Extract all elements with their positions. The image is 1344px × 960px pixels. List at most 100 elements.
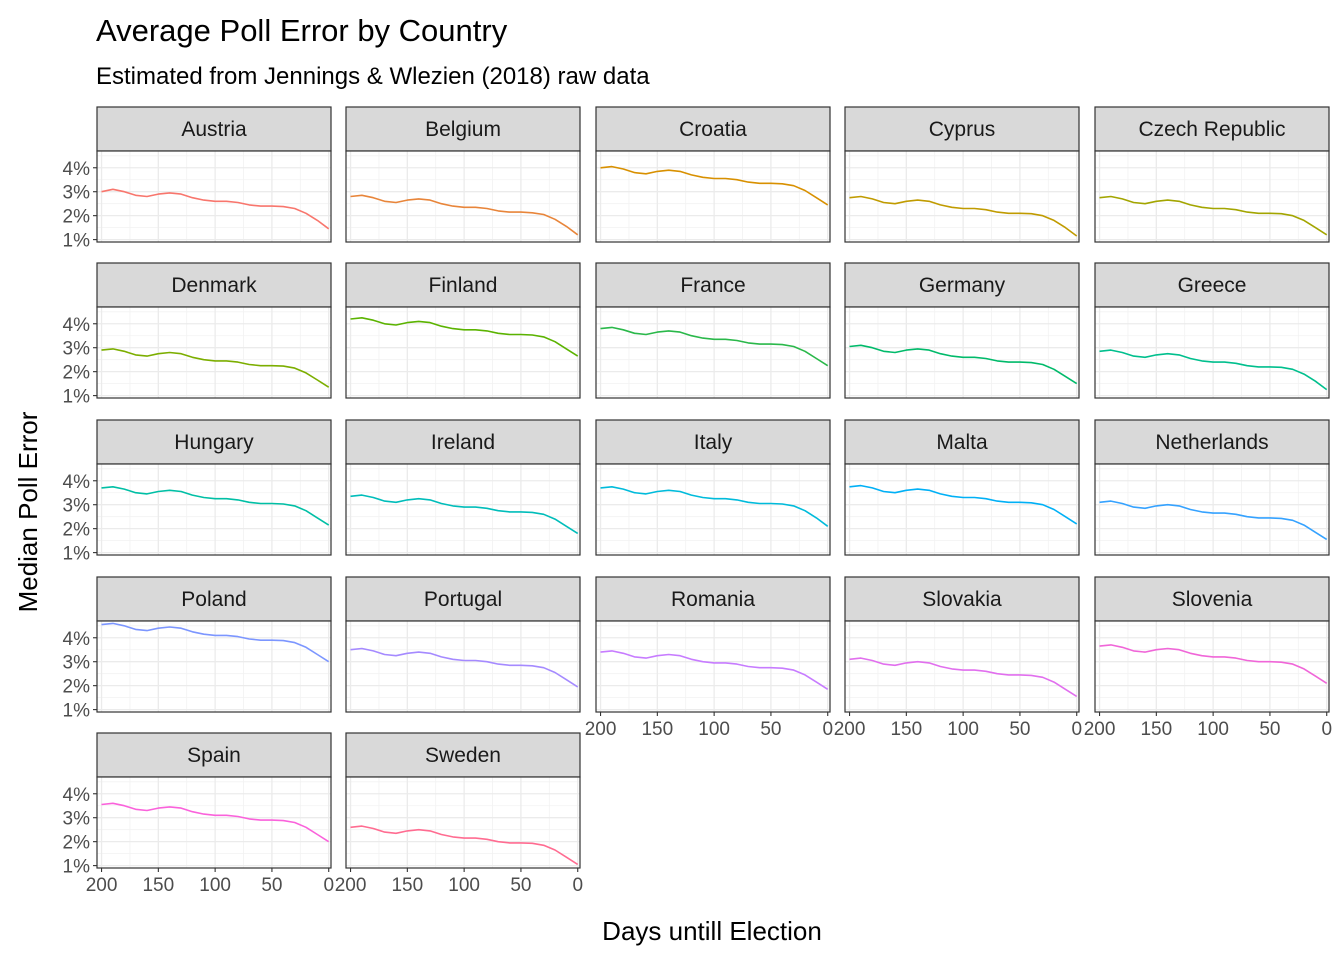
facet-strip-label: Romania [671,588,755,611]
panel-background [97,464,331,555]
facet-strip-label: Greece [1178,274,1247,297]
y-tick-label: 2% [63,677,91,698]
facet-panel: Slovakia 200 150 100 50 0 [834,576,1082,740]
series-line [101,348,330,388]
facet-strip [844,262,1080,308]
panel-border [96,306,332,399]
y-tick-label: 2% [63,833,91,854]
x-tick-label: 0 [323,875,334,896]
y-tick-label: 3% [63,809,91,830]
x-tick-label: 50 [1259,719,1280,740]
x-tick-label: 50 [510,875,531,896]
facet-panels: Austria 1% 2% 3% 4% Belgium Croatia Cyprus Czech… [63,106,1332,896]
panel-border [96,150,332,243]
x-tick-label: 200 [335,875,367,896]
panel-background [346,307,580,398]
series-line [600,486,829,527]
facet-panel: France [595,262,831,399]
x-tick-label: 50 [1009,719,1030,740]
panel-border [595,620,831,713]
facet-strip [345,419,581,465]
x-tick-label: 0 [572,875,583,896]
panel-border [844,463,1080,556]
x-tick-label: 150 [1140,719,1172,740]
facet-panel: Poland 1% 2% 3% 4% [63,576,332,722]
facet-strip [595,106,831,152]
x-tick-label: 100 [199,875,231,896]
y-axis-label: Median Poll Error [13,411,43,612]
y-tick-label: 4% [63,159,91,180]
facet-panel: Germany [844,262,1080,399]
facet-panel: Italy [595,419,831,556]
facet-strip [1094,262,1330,308]
facet-strip [96,106,332,152]
facet-strip [844,419,1080,465]
facet-panel: Hungary 1% 2% 3% 4% [63,419,332,565]
panel-background [346,777,580,868]
panel-background [845,464,1079,555]
x-tick-label: 150 [890,719,922,740]
x-tick-label: 50 [760,719,781,740]
facet-strip [96,262,332,308]
y-tick-label: 3% [63,653,91,674]
x-tick-label: 200 [1084,719,1116,740]
chart-title: Average Poll Error by Country [96,13,508,48]
facet-panel: Slovenia 200 150 100 50 0 [1084,576,1332,740]
facet-strip-label: Germany [919,274,1006,297]
x-tick-label: 200 [86,875,118,896]
facet-panel: Finland [345,262,581,399]
series-line [101,622,330,663]
series-line [350,194,579,236]
facet-strip-label: Spain [187,744,241,767]
facet-strip-label: Italy [694,431,733,454]
series-line [849,484,1078,525]
facet-panel: Croatia [595,106,831,243]
panel-border [345,150,581,243]
series-line [600,326,829,367]
x-tick-label: 0 [1321,719,1332,740]
y-tick-label: 4% [63,629,91,650]
series-line [600,165,829,206]
facet-strip-label: Slovenia [1172,588,1253,611]
facet-strip-label: Cyprus [929,118,996,141]
series-line [101,802,330,843]
facet-strip [345,106,581,152]
panel-border [844,620,1080,713]
series-line [849,195,1078,237]
facet-panel: Portugal [345,576,581,713]
panel-background [346,464,580,555]
panel-background [1095,464,1329,555]
series-line [849,344,1078,385]
panel-border [345,620,581,713]
facet-strip-label: Denmark [171,274,257,297]
facet-strip-label: Finland [429,274,498,297]
panel-border [1094,306,1330,399]
panel-background [596,307,830,398]
x-tick-label: 100 [698,719,730,740]
series-line [1099,195,1328,236]
facet-strip-label: Ireland [431,431,495,454]
facet-strip [345,262,581,308]
facet-strip [844,576,1080,622]
series-line [350,494,579,535]
facet-strip [345,732,581,778]
facet-strip-label: Belgium [425,118,501,141]
series-line [849,657,1078,698]
panel-border [345,776,581,869]
panel-border [1094,463,1330,556]
series-line [1099,349,1328,391]
panel-background [97,151,331,242]
y-tick-label: 2% [63,520,91,541]
facet-strip [345,576,581,622]
facet-panel: Spain 1% 2% 3% 4% 200 150 100 50 0 [63,732,334,896]
series-line [350,647,579,688]
panel-background [845,151,1079,242]
y-tick-label: 1% [63,387,91,408]
facet-strip-label: Malta [936,431,988,454]
panel-border [1094,150,1330,243]
x-tick-label: 150 [391,875,423,896]
facet-strip-label: Netherlands [1155,431,1268,454]
facet-panel: Malta [844,419,1080,556]
x-tick-label: 200 [834,719,866,740]
panel-border [96,463,332,556]
